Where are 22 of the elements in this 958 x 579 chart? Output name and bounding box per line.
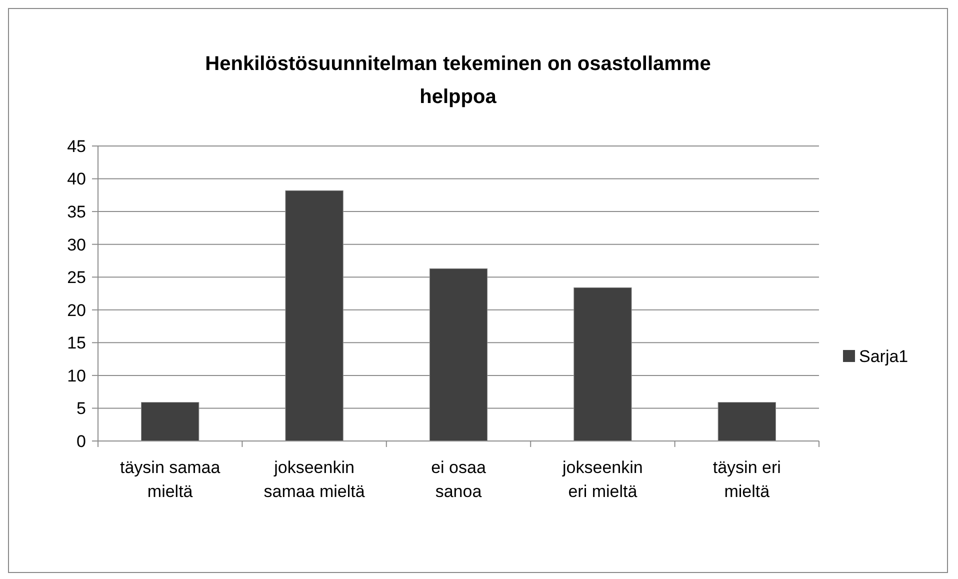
- y-tick-label: 45: [67, 136, 86, 156]
- y-tick-label: 10: [67, 366, 86, 386]
- x-tick-label: jokseenkin eri mieltä: [562, 458, 643, 501]
- legend-label: Sarja1: [859, 346, 908, 366]
- bar: [141, 402, 200, 442]
- bar: [429, 268, 488, 442]
- bar: [574, 287, 632, 442]
- y-tick-label: 5: [76, 399, 86, 418]
- chart-title: Henkilöstösuunnitelman tekeminen on osastollamme helppoa: [205, 53, 711, 108]
- x-tick-label: täysin samaa mieltä: [120, 458, 221, 501]
- x-tick-label: jokseenkin samaa mieltä: [264, 458, 366, 501]
- y-tick-label: 20: [67, 300, 86, 320]
- bar: [718, 402, 776, 442]
- x-tick-label: täysin eri mieltä: [712, 458, 781, 501]
- y-tick-label: 35: [67, 202, 86, 222]
- x-tick-label: ei osaa sanoa: [431, 458, 486, 501]
- y-tick-label: 15: [67, 334, 86, 353]
- y-tick-label: 40: [67, 170, 86, 189]
- bar: [285, 190, 344, 442]
- y-tick-label: 0: [76, 432, 86, 451]
- y-tick-label: 30: [67, 235, 86, 254]
- y-tick-label: 25: [67, 268, 86, 288]
